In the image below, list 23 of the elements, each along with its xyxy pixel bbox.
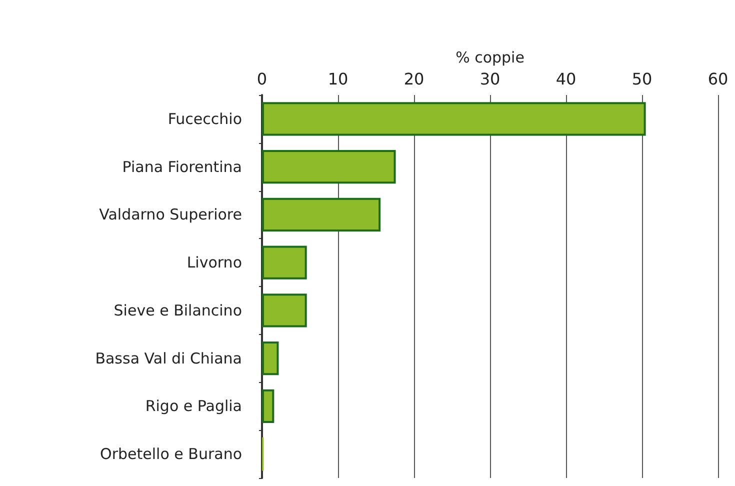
y-tick-label: Valdarno Superiore (99, 206, 242, 224)
x-tick-label: 0 (256, 70, 268, 88)
y-tick-label: Piana Fiorentina (122, 158, 242, 176)
y-tick-label: Fucecchio (168, 110, 242, 128)
bar (262, 198, 381, 232)
y-tick-label: Livorno (186, 254, 242, 272)
y-tick-label: Bassa Val di Chiana (95, 349, 242, 368)
y-tick-label: Orbetello e Burano (100, 445, 242, 464)
bar (262, 294, 307, 328)
x-axis-title: % coppie (456, 48, 524, 66)
y-tick-label: Sieve e Bilancino (114, 301, 242, 320)
x-tick-label: 40 (556, 70, 576, 88)
bar (262, 342, 279, 376)
bar (262, 102, 646, 136)
x-tick-label: 60 (708, 70, 728, 88)
x-tick-label: 50 (632, 70, 652, 88)
bar (262, 246, 307, 280)
bar (262, 150, 396, 184)
bar (262, 389, 274, 423)
y-tick-label: Rigo e Paglia (145, 397, 242, 416)
x-tick-label: 10 (328, 70, 348, 88)
x-tick-label: 30 (480, 70, 500, 88)
x-tick-label: 20 (404, 70, 424, 88)
